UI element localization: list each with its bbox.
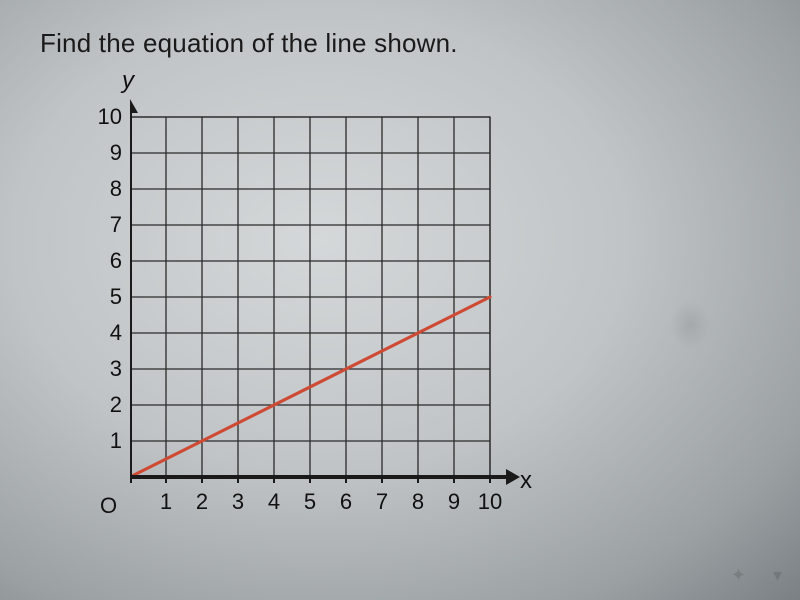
y-tick-label: 4 (80, 320, 122, 346)
y-tick-label: 9 (80, 140, 122, 166)
chevron-down-icon: ▾ (773, 565, 782, 586)
line-chart (130, 99, 530, 497)
y-tick-label: 6 (80, 248, 122, 274)
y-tick-label: 5 (80, 284, 122, 310)
y-tick-label: 7 (80, 212, 122, 238)
decoration-icon: ✦ (731, 565, 746, 586)
origin-label: O (100, 493, 117, 519)
y-tick-label: 10 (80, 104, 122, 130)
question-text: Find the equation of the line shown. (40, 28, 760, 59)
y-tick-label: 1 (80, 428, 122, 454)
smudge-artifact (670, 300, 710, 350)
chart-container: y x O 12345678910 12345678910 (40, 69, 560, 549)
y-tick-label: 2 (80, 392, 122, 418)
y-axis-label: y (122, 67, 134, 95)
y-tick-label: 8 (80, 176, 122, 202)
y-tick-label: 3 (80, 356, 122, 382)
